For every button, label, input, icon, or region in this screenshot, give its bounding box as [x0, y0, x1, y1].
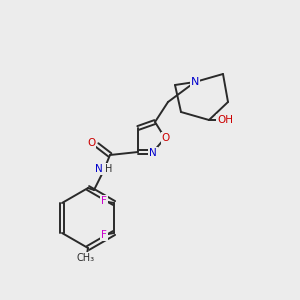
Text: CH₃: CH₃ — [77, 253, 95, 263]
Text: F: F — [101, 196, 107, 206]
Text: H: H — [105, 164, 113, 174]
Text: F: F — [101, 230, 107, 240]
Text: OH: OH — [217, 115, 233, 125]
Text: N: N — [149, 148, 157, 158]
Text: O: O — [162, 133, 170, 143]
Text: O: O — [87, 138, 95, 148]
Text: N: N — [191, 77, 199, 87]
Text: N: N — [95, 164, 103, 174]
